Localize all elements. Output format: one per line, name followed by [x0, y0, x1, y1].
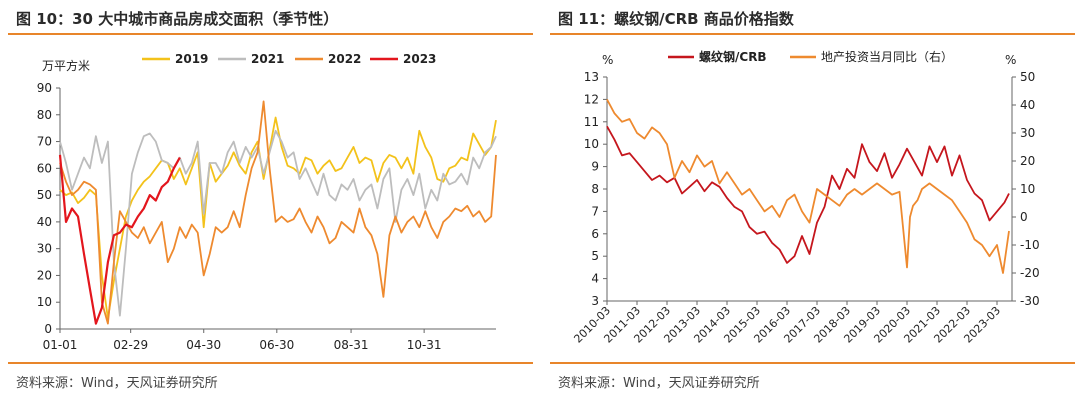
y-tick-label: 90 — [37, 81, 52, 95]
x-tick-label: 04-30 — [186, 338, 221, 352]
y-tick-label: 30 — [37, 242, 52, 256]
y-tick-label: 40 — [37, 215, 52, 229]
left-y-tick-label: 13 — [584, 70, 599, 84]
series-line-2021 — [59, 129, 497, 317]
right-y-tick-label: -20 — [1020, 266, 1040, 280]
y-tick-label: 70 — [37, 135, 52, 149]
right-y-tick-label: 30 — [1020, 126, 1035, 140]
right-y-tick-label: 20 — [1020, 154, 1035, 168]
right-chart-title: 图 11：螺纹钢/CRB 商品价格指数 — [558, 10, 794, 28]
y-tick-label: 60 — [37, 161, 52, 175]
left-chart-title: 图 10：30 大中城市商品房成交面积（季节性） — [16, 10, 339, 28]
series-line-property-investment — [606, 98, 1010, 274]
right-source-rule — [550, 362, 1075, 364]
left-source: 资料来源：Wind，天风证券研究所 — [16, 376, 218, 391]
legend-label-2019: 2019 — [175, 52, 208, 66]
y-tick-label: 10 — [37, 295, 52, 309]
x-tick-label: 10-31 — [407, 338, 442, 352]
x-tick-label: 02-29 — [113, 338, 148, 352]
legend-label-property-investment: 地产投资当月同比（右） — [821, 49, 953, 64]
left-y-tick-label: 9 — [591, 160, 599, 174]
left-y-tick-label: 7 — [591, 204, 599, 218]
right-title-rule — [550, 33, 1075, 35]
series-line-2019 — [59, 116, 497, 320]
right-chart-panel: 图 11：螺纹钢/CRB 商品价格指数 %% 3 4 5 6 7 8 9 10 11 12 13 -30… — [550, 0, 1075, 401]
series-line-2023 — [58, 154, 181, 325]
x-tick-label: 06-30 — [259, 338, 294, 352]
legend-label-rebar-crb: 螺纹钢/CRB — [699, 49, 767, 64]
left-y-tick-label: 3 — [591, 294, 599, 308]
left-y-tick-label: 6 — [591, 227, 599, 241]
left-y-tick-label: 12 — [584, 92, 599, 106]
right-y-tick-label: 0 — [1020, 210, 1028, 224]
right-chart: % %345678910111213-30-20-1001020304050201… — [571, 49, 1040, 346]
left-y-tick-label: 4 — [591, 272, 599, 286]
legend-label-2023: 2023 — [403, 52, 436, 66]
legend-label-2022: 2022 — [328, 52, 361, 66]
x-tick-label: 01-01 — [43, 338, 78, 352]
right-y-axis-label: % — [1005, 53, 1016, 67]
left-chart: 万平方米 0 10 20 30 40 50 60 70 80 90 01-01 02-29 04-30 06… — [37, 52, 497, 352]
left-y-tick-label: 5 — [591, 249, 599, 263]
right-source: 资料来源：Wind，天风证券研究所 — [558, 376, 760, 391]
left-chart-panel: 图 10：30 大中城市商品房成交面积（季节性） 万平方米 0 10 20 30 40 50… — [8, 0, 533, 401]
legend-label-2021: 2021 — [251, 52, 284, 66]
right-y-tick-label: 10 — [1020, 182, 1035, 196]
left-title-rule — [8, 33, 533, 35]
y-tick-label: 50 — [37, 188, 52, 202]
left-y-tick-label: 11 — [584, 115, 599, 129]
left-y-tick-label: 8 — [591, 182, 599, 196]
right-y-tick-label: 50 — [1020, 70, 1035, 84]
y-tick-label: 0 — [44, 322, 52, 336]
y-tick-label: 80 — [37, 108, 52, 122]
series-line-2022 — [59, 100, 497, 325]
right-y-tick-label: -10 — [1020, 238, 1040, 252]
left-source-rule — [8, 362, 533, 364]
y-tick-label: 20 — [37, 268, 52, 282]
x-tick-label: 08-31 — [334, 338, 369, 352]
right-y-tick-label: -30 — [1020, 294, 1040, 308]
y-axis-label: 万平方米 — [42, 58, 90, 73]
left-y-axis-label: % — [602, 53, 613, 67]
right-y-tick-label: 40 — [1020, 98, 1035, 112]
left-y-tick-label: 10 — [584, 137, 599, 151]
